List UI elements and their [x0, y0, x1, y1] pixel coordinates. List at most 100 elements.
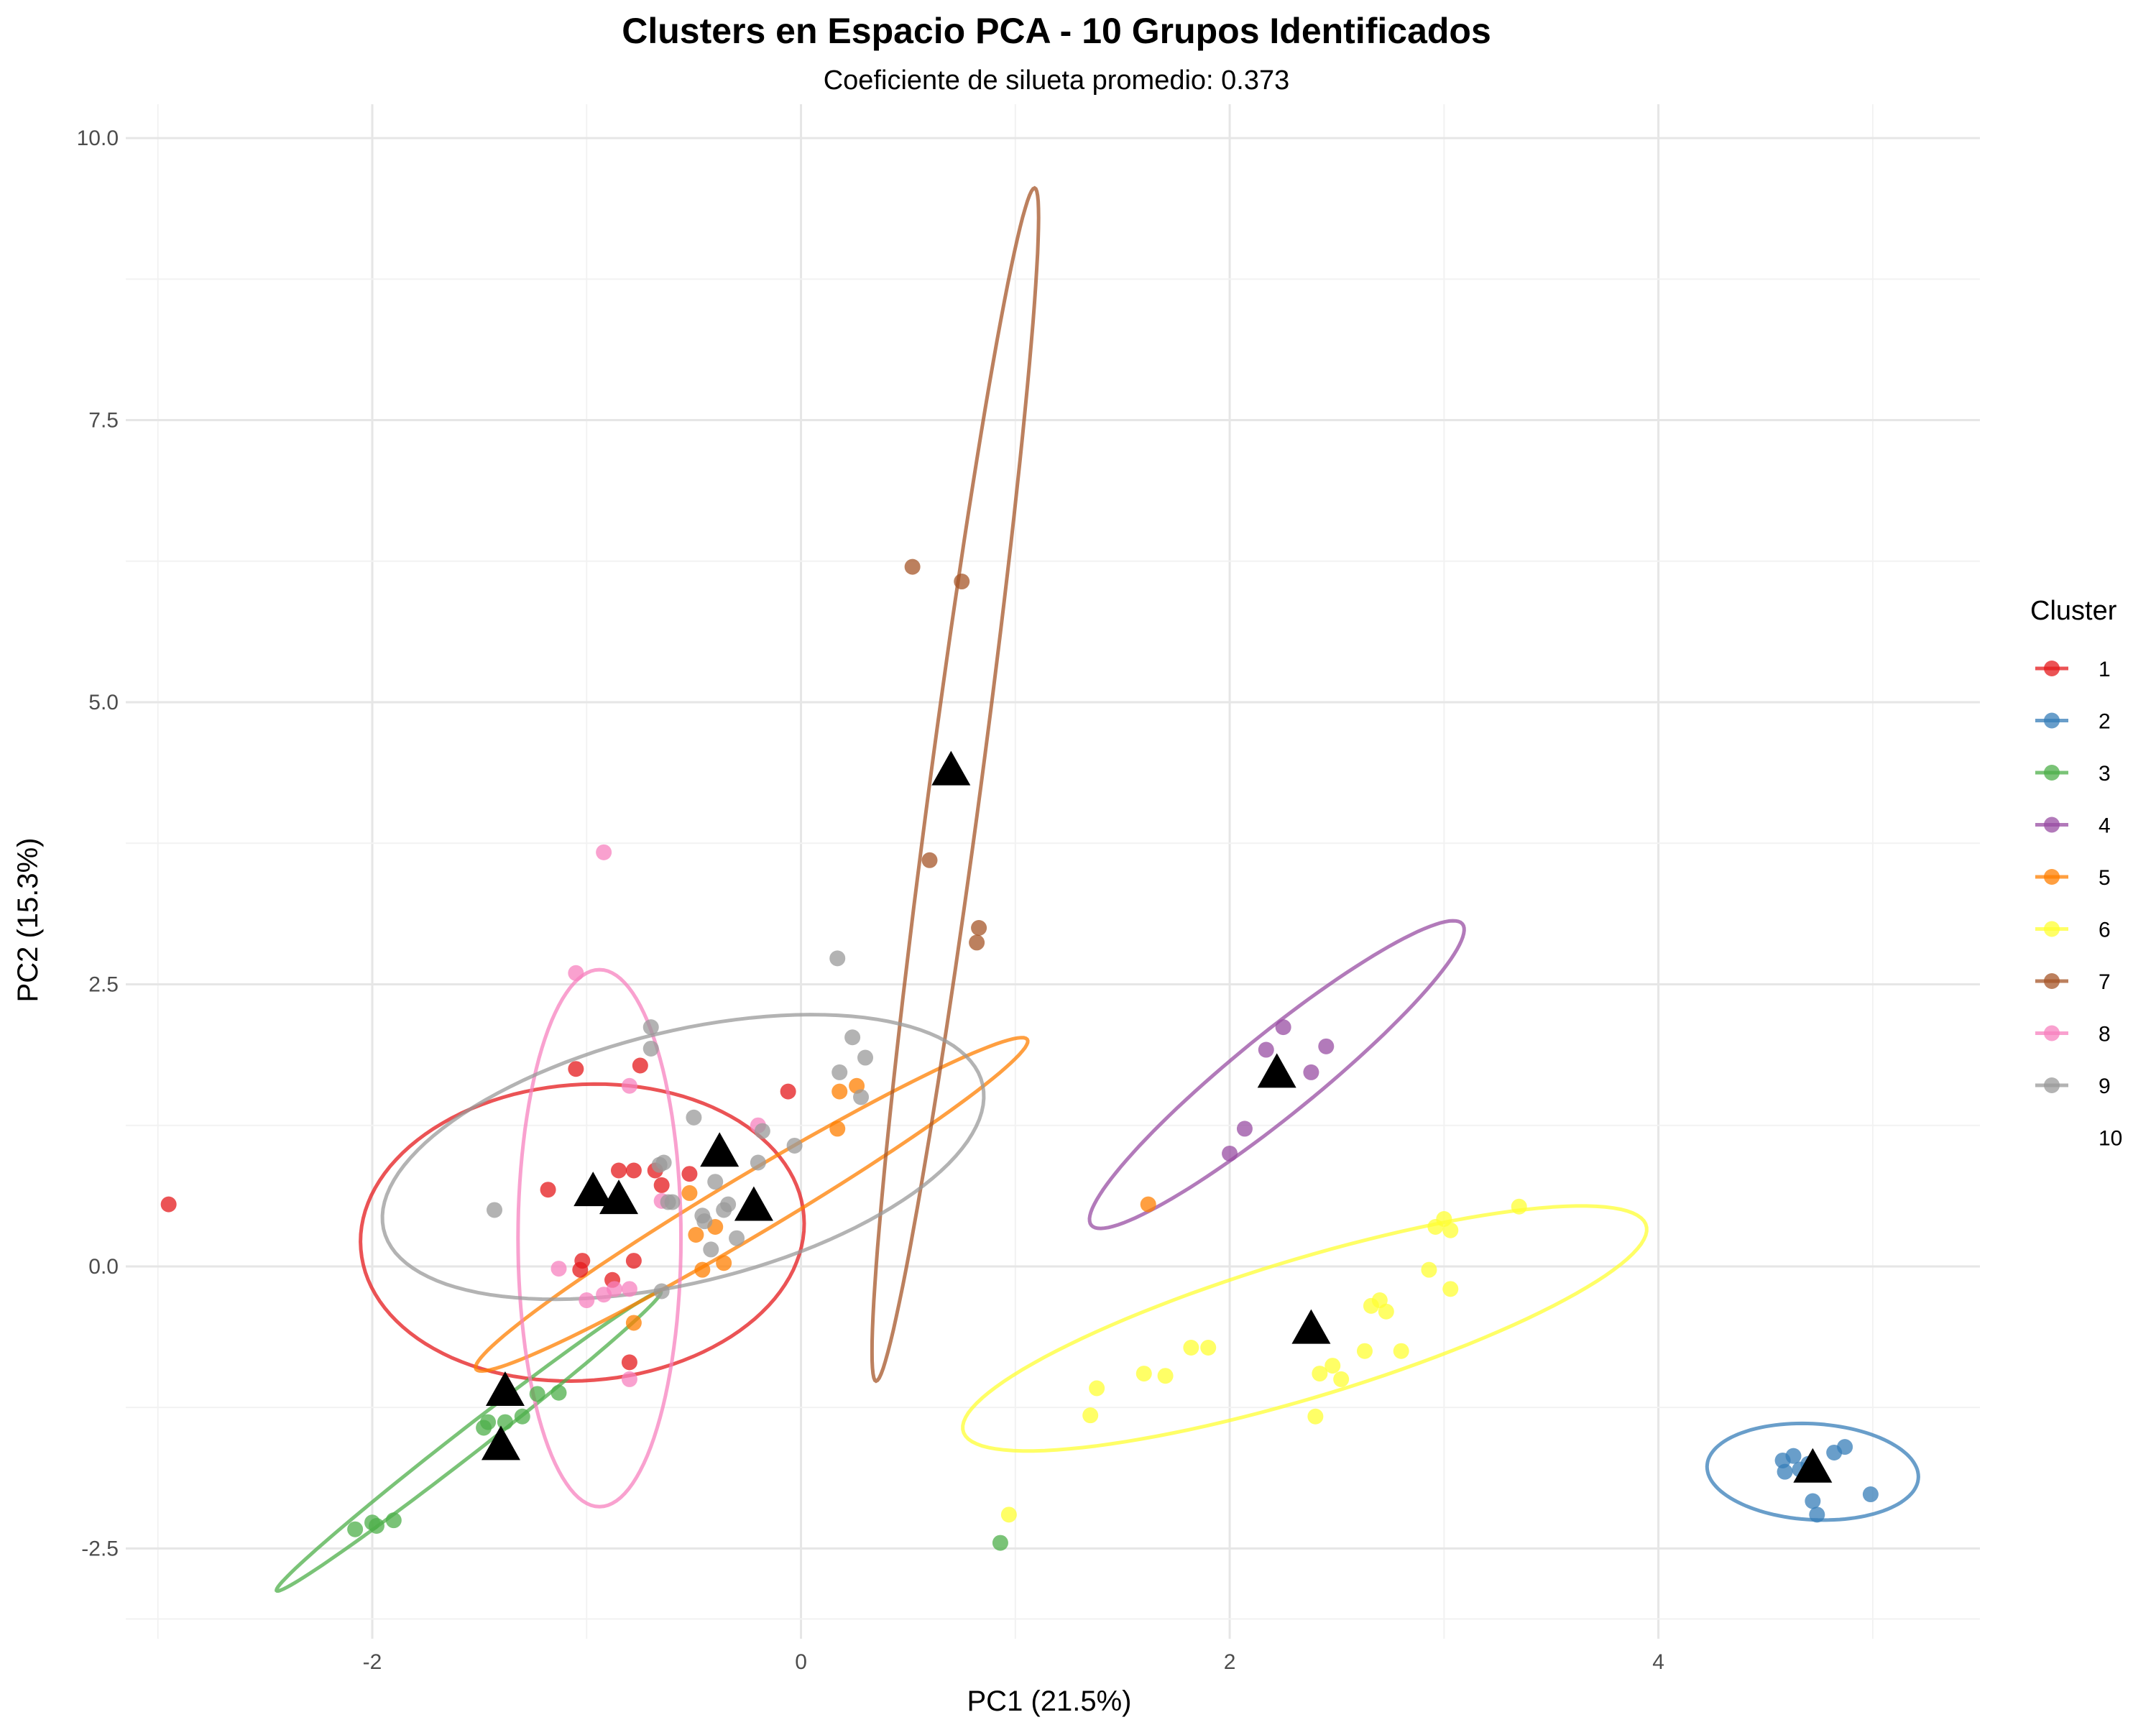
cluster-1-point	[632, 1057, 648, 1074]
cluster-3-point	[385, 1512, 402, 1529]
cluster-8-point	[579, 1292, 595, 1309]
centroid-triangle	[573, 1172, 613, 1207]
cluster-6-point	[1442, 1281, 1459, 1297]
cluster-5-point	[829, 1121, 846, 1137]
y-axis-title: PC2 (15.3%)	[12, 838, 44, 1003]
x-tick-label: 4	[1652, 1650, 1664, 1674]
cluster-9-point	[720, 1196, 737, 1213]
cluster-8-point	[621, 1371, 637, 1387]
cluster-5-point	[694, 1261, 711, 1278]
cluster-9-point	[853, 1089, 870, 1105]
cluster-9-point	[750, 1154, 766, 1171]
centroid-triangle	[485, 1371, 525, 1407]
cluster-1-point	[540, 1182, 556, 1198]
x-tick-label: 2	[1224, 1650, 1236, 1674]
cluster-7-point	[969, 934, 985, 951]
cluster-6-point	[1183, 1339, 1199, 1356]
cluster-5-ellipse	[474, 1036, 1030, 1374]
cluster-3-ellipse	[275, 1289, 663, 1593]
cluster-1-point	[780, 1083, 796, 1100]
centroid-triangle	[734, 1186, 773, 1221]
cluster-4-point	[1222, 1145, 1238, 1162]
cluster-7-point	[954, 574, 970, 590]
centroid-triangle	[700, 1132, 740, 1167]
cluster-8-point	[568, 965, 584, 981]
cluster-7-point	[904, 558, 921, 575]
legend-key-point	[2044, 869, 2060, 885]
legend-title: Cluster	[2030, 596, 2117, 626]
x-axis-title: PC1 (21.5%)	[967, 1685, 1132, 1717]
y-tick-label: 2.5	[88, 972, 119, 996]
cluster-5-point	[716, 1255, 732, 1271]
cluster-4-point	[1318, 1038, 1335, 1054]
cluster-8-ellipse	[516, 967, 683, 1509]
cluster-9-point	[653, 1283, 670, 1300]
cluster-5-point	[681, 1184, 698, 1201]
cluster-7-point	[971, 919, 987, 936]
cluster-3-point	[347, 1521, 364, 1537]
cluster-centroids	[481, 750, 1833, 1483]
legend-label-6: 6	[2099, 919, 2111, 942]
cluster-6-point	[1312, 1366, 1328, 1382]
grid-lines	[126, 104, 1980, 1639]
cluster-1-point	[568, 1061, 584, 1077]
cluster-9-point	[729, 1230, 745, 1246]
cluster-8-point	[550, 1261, 567, 1277]
cluster-1-point	[653, 1177, 670, 1193]
cluster-6-ellipse	[961, 1204, 1649, 1453]
axis-ticks: -2 0 2 4 -2.5 0.0 2.5 5.0 7.5 10.0	[77, 126, 1664, 1674]
legend-label-7: 7	[2099, 970, 2111, 994]
cluster-6-point	[1333, 1371, 1350, 1387]
cluster-6-point	[1378, 1303, 1394, 1320]
x-tick-label: 0	[795, 1650, 807, 1674]
cluster-6-point	[1082, 1407, 1099, 1424]
cluster-5-point	[688, 1226, 704, 1243]
cluster-1-point	[572, 1261, 589, 1278]
cluster-8-point	[607, 1281, 623, 1297]
legend-label-8: 8	[2099, 1023, 2111, 1046]
legend-label-10: 10	[2099, 1127, 2122, 1151]
cluster-9-point	[829, 950, 846, 967]
centroid-triangle	[1793, 1448, 1833, 1483]
cluster-8-point	[596, 844, 612, 860]
cluster-4-point	[1303, 1064, 1319, 1080]
cluster-3-point	[368, 1518, 384, 1535]
cluster-5-point	[625, 1315, 642, 1331]
cluster-2-point	[1809, 1506, 1825, 1523]
cluster-4-point	[1258, 1041, 1274, 1058]
cluster-6-point	[1135, 1366, 1152, 1382]
cluster-1-point	[681, 1166, 698, 1182]
cluster-6-point	[1000, 1506, 1017, 1523]
legend-label-5: 5	[2099, 866, 2111, 890]
centroid-triangle	[1257, 1053, 1296, 1088]
cluster-3-point	[992, 1535, 1008, 1551]
cluster-3-point	[497, 1414, 513, 1430]
cluster-2-point	[1777, 1463, 1793, 1480]
legend-key-point	[2044, 816, 2060, 833]
cluster-2-point	[1862, 1486, 1879, 1503]
cluster-1-point	[160, 1196, 177, 1213]
legend: Cluster 1 2 3 4 5 6 7 8 9 10	[2030, 596, 2122, 1151]
cluster-9-point	[664, 1194, 681, 1210]
centroid-triangle	[481, 1425, 520, 1460]
legend-key-point	[2044, 712, 2060, 729]
legend-label-2: 2	[2099, 710, 2111, 734]
chart-title: Clusters en Espacio PCA - 10 Grupos Iden…	[622, 11, 1491, 51]
cluster-8-point	[621, 1077, 637, 1094]
legend-label-1: 1	[2099, 658, 2111, 681]
cluster-2-ellipse	[1705, 1421, 1920, 1522]
cluster-9-point	[487, 1202, 503, 1218]
cluster-9-point	[857, 1049, 874, 1066]
cluster-9-point	[786, 1137, 803, 1154]
cluster-6-point	[1393, 1343, 1409, 1359]
cluster-9-point	[703, 1241, 719, 1258]
cluster-4-point	[1236, 1121, 1253, 1137]
cluster-1-ellipse	[359, 1082, 806, 1384]
legend-key-point	[2044, 1025, 2060, 1041]
legend-key-point	[2044, 661, 2060, 676]
legend-label-3: 3	[2099, 762, 2111, 786]
cluster-7-point	[921, 852, 938, 868]
cluster-9-point	[686, 1109, 702, 1126]
cluster-9-point	[831, 1064, 848, 1080]
